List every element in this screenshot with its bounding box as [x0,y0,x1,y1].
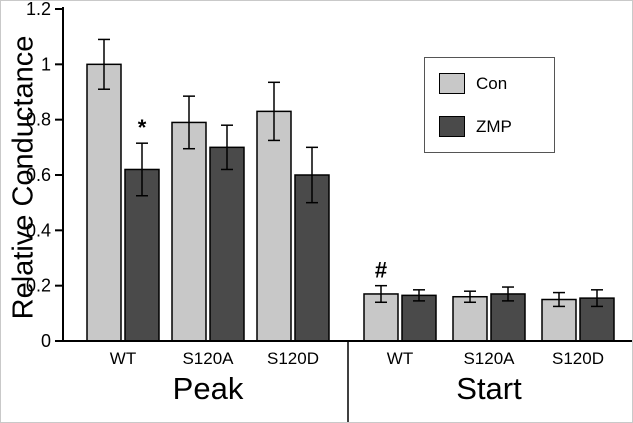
y-tick-label: 0 [41,331,51,351]
significance-annotation: # [375,258,387,283]
bar-start-s120a-con [452,295,488,342]
legend-label-zmp: ZMP [476,116,512,136]
x-tick-label: S120A [182,349,234,368]
legend-label-con: Con [476,73,508,93]
x-tick-label: WT [387,349,413,368]
legend-swatch-con [439,73,465,94]
group-label-start: Start [456,371,522,406]
significance-annotation: * [138,115,147,140]
y-tick-label: 1 [41,54,51,74]
bar-start-wt-zmp [401,294,437,342]
bar-start-s120a-zmp [490,293,526,342]
y-tick-label: 0.8 [26,110,51,130]
group-label-peak: Peak [172,371,244,406]
x-tick-label: S120D [267,349,319,368]
bar-peak-s120a-zmp [209,146,245,342]
x-tick-label: WT [110,349,136,368]
legend-entry-zmp: ZMP [439,116,554,137]
x-tick-label: S120A [463,349,515,368]
y-tick-label: 0.6 [26,165,51,185]
legend-swatch-zmp [439,116,465,137]
bar-peak-wt-con [86,63,122,342]
y-tick-label: 0.2 [26,276,51,296]
bar-peak-s120d-con [256,110,292,342]
y-tick-label: 1.2 [26,1,51,19]
legend-entry-con: Con [439,73,554,94]
x-tick-label: S120D [552,349,604,368]
bar-peak-s120a-con [171,121,207,342]
legend: Con ZMP [424,57,555,153]
y-tick-label: 0.4 [26,220,51,240]
